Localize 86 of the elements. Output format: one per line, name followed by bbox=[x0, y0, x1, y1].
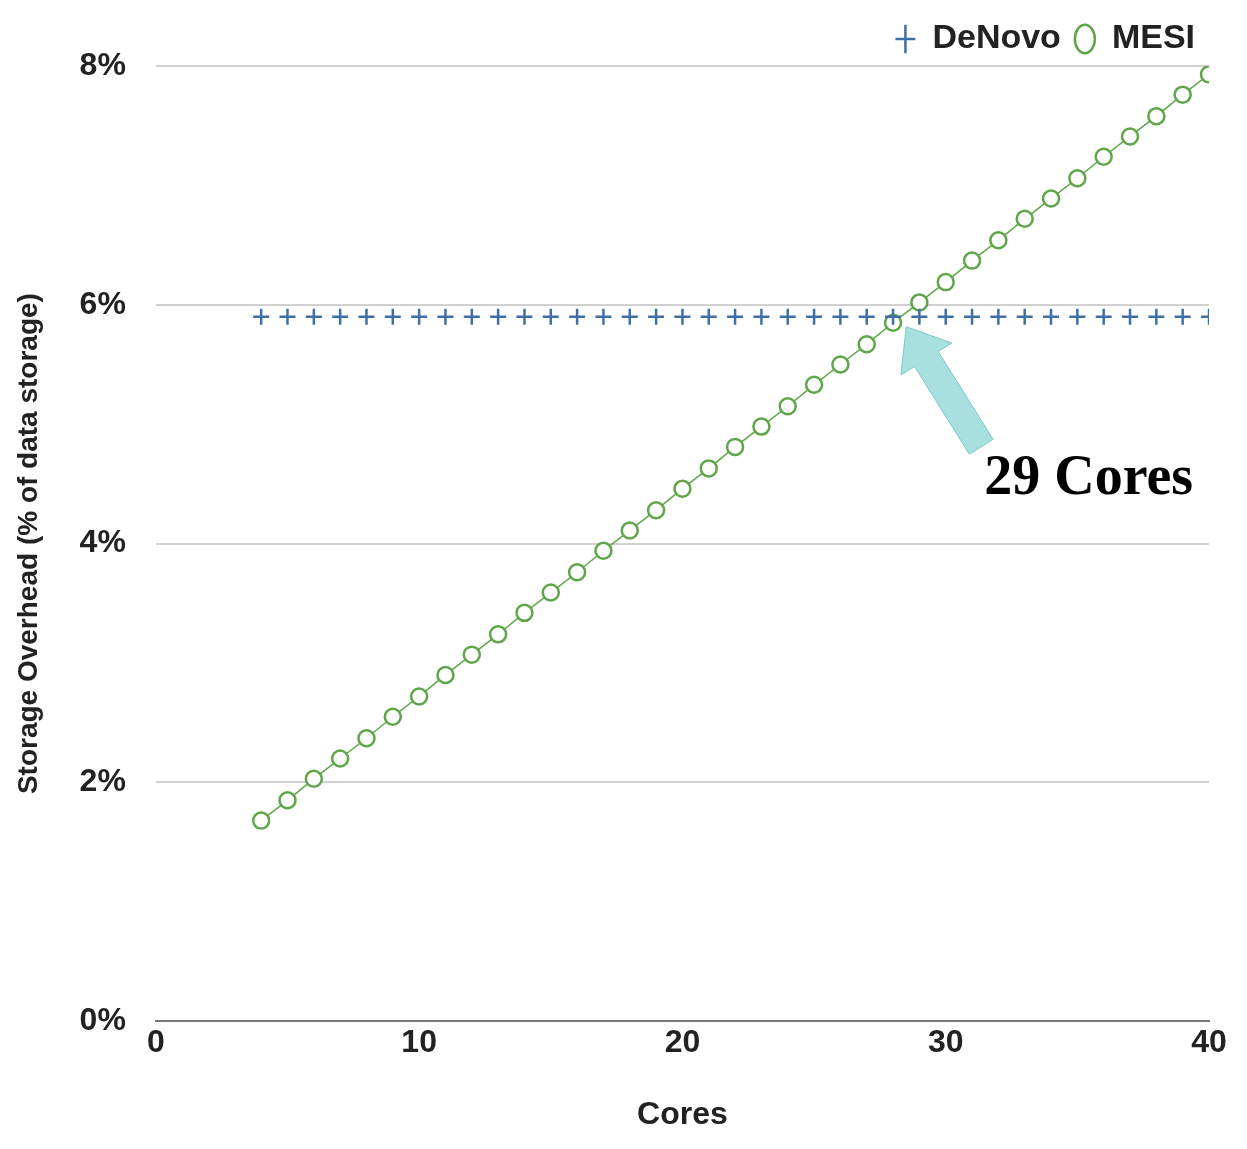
y-tick-label: 4% bbox=[79, 523, 126, 560]
point bbox=[804, 307, 824, 326]
point bbox=[910, 307, 929, 326]
point bbox=[989, 307, 1008, 326]
point bbox=[910, 293, 929, 312]
x-axis-title: Cores bbox=[637, 1094, 728, 1131]
point bbox=[620, 521, 640, 540]
y-tick-label: 8% bbox=[79, 45, 126, 82]
point bbox=[804, 375, 824, 395]
point bbox=[1068, 168, 1087, 188]
point bbox=[1120, 307, 1140, 326]
point bbox=[725, 437, 745, 457]
point bbox=[699, 307, 718, 326]
point bbox=[725, 307, 745, 326]
point bbox=[409, 687, 429, 706]
point bbox=[304, 307, 324, 326]
legend-label: MESI bbox=[1111, 17, 1195, 56]
point bbox=[620, 307, 640, 326]
point bbox=[278, 791, 297, 810]
point bbox=[752, 307, 771, 326]
point bbox=[594, 541, 613, 561]
point bbox=[1068, 307, 1087, 326]
y-tick-label: 0% bbox=[79, 1001, 126, 1038]
point bbox=[567, 563, 587, 582]
point bbox=[1015, 209, 1034, 229]
point bbox=[515, 603, 534, 623]
point bbox=[699, 459, 718, 478]
point bbox=[383, 707, 403, 726]
point bbox=[251, 307, 271, 326]
y-axis-title: Storage Overhead (% of data storage) bbox=[11, 293, 43, 795]
y-tick-label: 6% bbox=[79, 284, 126, 321]
point bbox=[304, 769, 324, 789]
x-tick-label: 20 bbox=[664, 1023, 701, 1060]
point bbox=[1094, 307, 1113, 326]
point bbox=[515, 307, 534, 326]
point bbox=[541, 307, 561, 326]
point bbox=[1120, 127, 1140, 146]
point bbox=[251, 811, 271, 830]
point bbox=[357, 728, 376, 748]
point bbox=[857, 334, 876, 354]
point bbox=[541, 583, 561, 602]
point bbox=[1015, 307, 1034, 326]
point bbox=[462, 307, 482, 326]
point bbox=[883, 307, 903, 326]
point bbox=[778, 397, 797, 416]
point bbox=[962, 251, 982, 270]
point bbox=[330, 749, 350, 768]
point bbox=[462, 645, 482, 664]
point bbox=[989, 231, 1008, 250]
point bbox=[567, 307, 587, 326]
x-tick-label: 30 bbox=[927, 1023, 964, 1060]
point bbox=[357, 307, 376, 326]
point bbox=[646, 307, 666, 326]
point bbox=[646, 500, 666, 520]
point bbox=[673, 307, 692, 326]
point bbox=[383, 307, 403, 326]
point bbox=[752, 417, 771, 436]
point bbox=[1173, 85, 1192, 104]
point bbox=[673, 479, 692, 498]
x-tick-label: 40 bbox=[1191, 1023, 1227, 1060]
point bbox=[1147, 106, 1166, 126]
point bbox=[436, 665, 455, 685]
point bbox=[488, 307, 508, 326]
point bbox=[330, 307, 350, 326]
point bbox=[436, 307, 455, 326]
point bbox=[962, 307, 982, 326]
point bbox=[594, 307, 613, 326]
point bbox=[778, 307, 797, 326]
x-tick-label: 10 bbox=[401, 1023, 437, 1060]
point bbox=[831, 355, 850, 374]
point bbox=[936, 307, 955, 326]
point bbox=[278, 307, 297, 326]
legend-label: DeNovo bbox=[932, 17, 1061, 56]
point bbox=[1094, 147, 1113, 166]
point bbox=[936, 272, 955, 292]
point bbox=[857, 307, 876, 326]
point bbox=[409, 307, 429, 326]
point bbox=[1147, 307, 1166, 326]
point bbox=[831, 307, 850, 326]
annotation: 29 Cores bbox=[984, 444, 1194, 507]
point bbox=[1041, 307, 1061, 326]
y-tick-label: 2% bbox=[79, 762, 126, 799]
x-tick-label: 0 bbox=[146, 1023, 165, 1060]
point bbox=[1041, 189, 1061, 208]
point bbox=[488, 625, 508, 644]
point bbox=[1173, 307, 1192, 326]
